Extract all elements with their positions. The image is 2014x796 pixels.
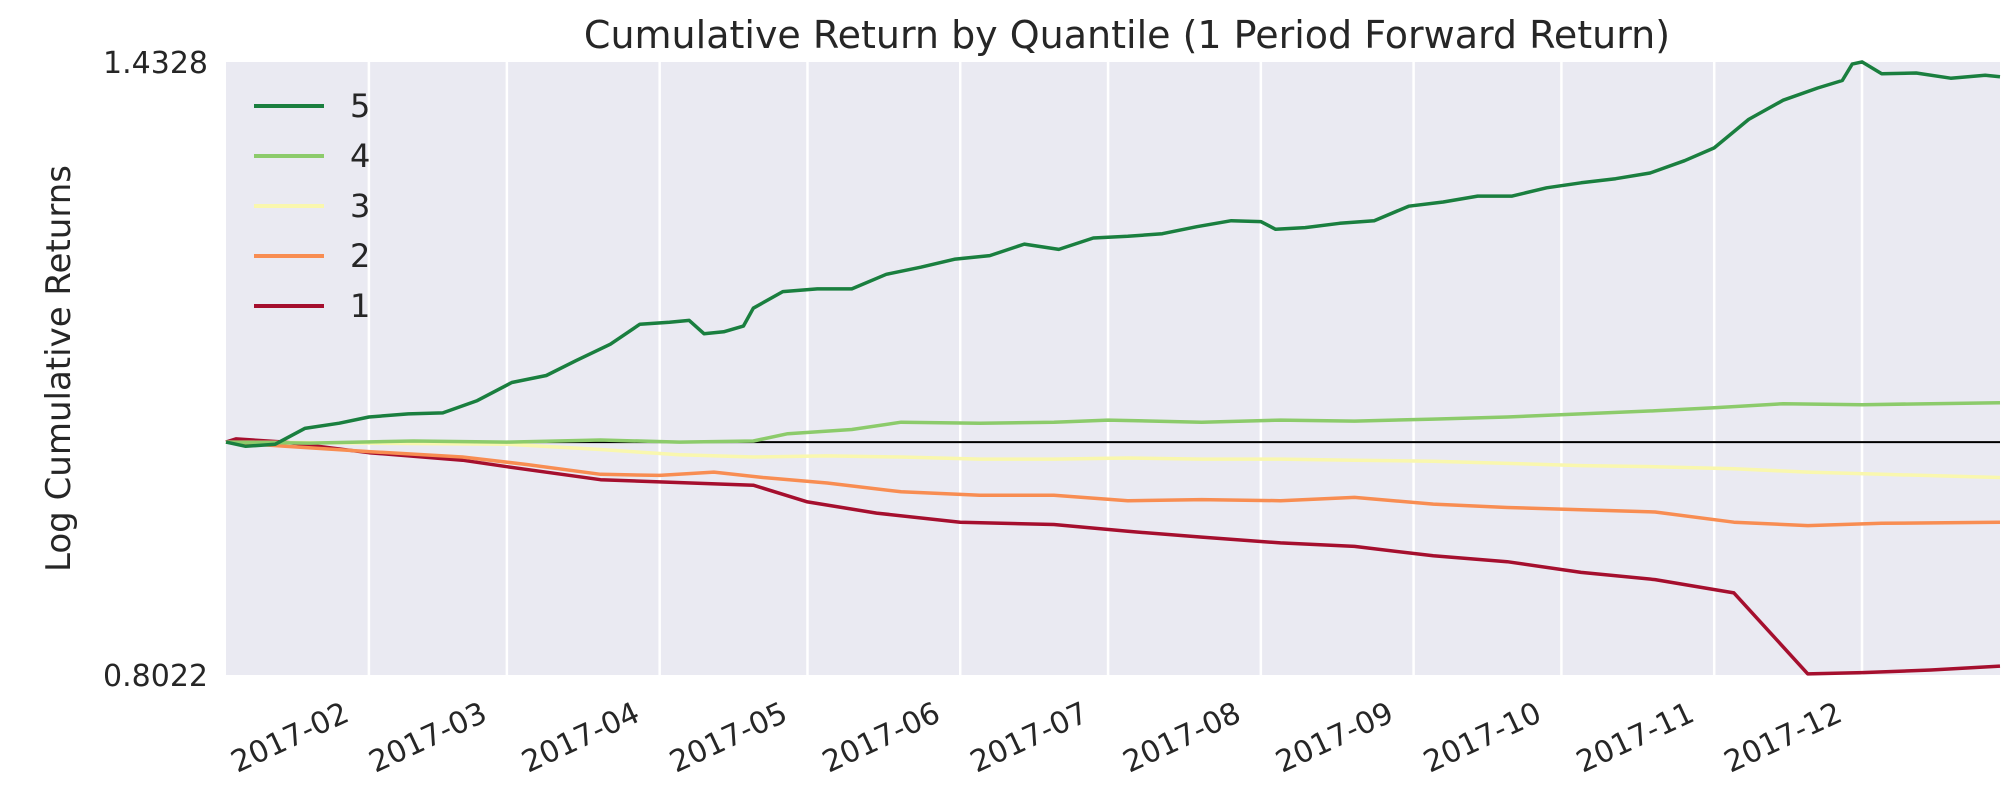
legend-label-q5: 5: [350, 87, 370, 125]
x-tick-label: 2017-12: [1719, 696, 1847, 781]
legend-label-q3: 3: [350, 187, 370, 225]
y-tick-label: 1.4328: [103, 46, 208, 81]
series-line-q3: [225, 440, 2001, 480]
y-axis-ticks: 1.4328 0.8022: [103, 46, 208, 694]
x-tick-label: 2017-10: [1418, 696, 1546, 781]
x-tick-label: 2017-04: [517, 696, 645, 781]
legend: 5 4 3 2 1: [254, 87, 370, 325]
series-line-q1: [225, 437, 2001, 676]
series-line-q4: [225, 400, 2001, 445]
series-line-q5: [225, 60, 2001, 449]
series-lines: [225, 60, 2001, 676]
legend-label-q2: 2: [350, 237, 370, 275]
x-tick-label: 2017-08: [1118, 696, 1246, 781]
plot-area: [226, 62, 2000, 675]
chart-title: Cumulative Return by Quantile (1 Period …: [584, 13, 1670, 57]
x-tick-label: 2017-11: [1571, 696, 1699, 781]
x-tick-label: 2017-05: [664, 696, 792, 781]
grid-lines: [367, 62, 1864, 675]
legend-label-q4: 4: [350, 137, 370, 175]
x-tick-label: 2017-06: [817, 696, 945, 781]
y-axis-label: Log Cumulative Returns: [39, 165, 79, 572]
x-tick-label: 2017-03: [364, 696, 492, 781]
y-tick-label: 0.8022: [103, 659, 208, 694]
x-tick-label: 2017-07: [965, 696, 1093, 781]
x-tick-label: 2017-09: [1271, 696, 1399, 781]
x-axis-ticks: 2017-02 2017-03 2017-04 2017-05 2017-06 2017-…: [226, 696, 1848, 781]
legend-label-q1: 1: [350, 287, 370, 325]
series-line-q2: [225, 440, 2001, 528]
x-tick-label: 2017-02: [226, 696, 354, 781]
